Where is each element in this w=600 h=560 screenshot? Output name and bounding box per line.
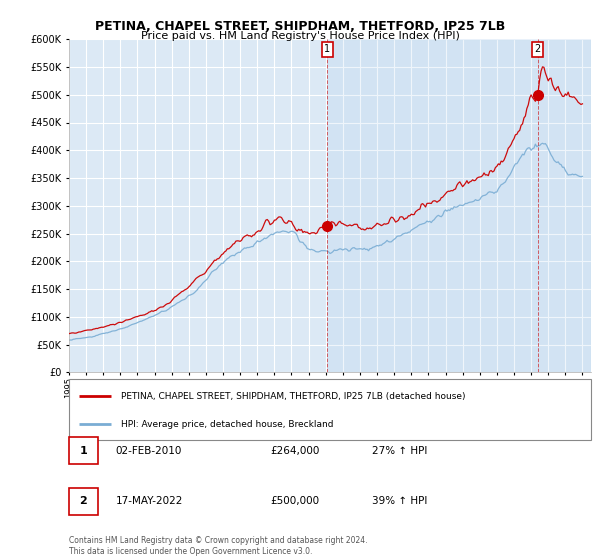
Text: HPI: Average price, detached house, Breckland: HPI: Average price, detached house, Brec…: [121, 420, 334, 429]
Text: 27% ↑ HPI: 27% ↑ HPI: [372, 446, 427, 456]
Text: 02-FEB-2010: 02-FEB-2010: [116, 446, 182, 456]
Text: £500,000: £500,000: [270, 496, 319, 506]
Text: 1: 1: [80, 446, 87, 456]
Text: Contains HM Land Registry data © Crown copyright and database right 2024.
This d: Contains HM Land Registry data © Crown c…: [69, 536, 367, 556]
Text: 1: 1: [324, 44, 331, 54]
Bar: [327, 39, 591, 372]
Text: 17-MAY-2022: 17-MAY-2022: [116, 496, 183, 506]
FancyBboxPatch shape: [69, 379, 591, 440]
Text: 2: 2: [80, 496, 87, 506]
Text: £264,000: £264,000: [270, 446, 319, 456]
Text: PETINA, CHAPEL STREET, SHIPDHAM, THETFORD, IP25 7LB (detached house): PETINA, CHAPEL STREET, SHIPDHAM, THETFOR…: [121, 391, 466, 400]
Text: Price paid vs. HM Land Registry's House Price Index (HPI): Price paid vs. HM Land Registry's House …: [140, 31, 460, 41]
Text: 2: 2: [535, 44, 541, 54]
Text: 39% ↑ HPI: 39% ↑ HPI: [372, 496, 427, 506]
Text: PETINA, CHAPEL STREET, SHIPDHAM, THETFORD, IP25 7LB: PETINA, CHAPEL STREET, SHIPDHAM, THETFOR…: [95, 20, 505, 32]
